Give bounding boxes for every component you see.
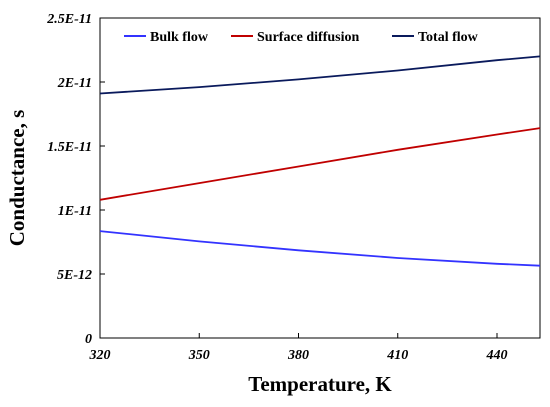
y-axis-title: Conductance, s — [5, 110, 29, 247]
y-tick-label: 0 — [85, 332, 92, 347]
x-tick-label: 380 — [287, 348, 309, 363]
plot-area — [99, 17, 541, 339]
legend: Bulk flow Surface diffusion Total flow — [124, 30, 479, 45]
y-tick-label: 1E-11 — [58, 204, 92, 219]
x-tick-label: 350 — [188, 348, 210, 363]
legend-label-bulk-flow: Bulk flow — [150, 30, 209, 45]
y-tick-label: 2.5E-11 — [46, 12, 92, 27]
x-axis-title: Temperature, K — [248, 372, 392, 396]
y-tick-label: 5E-12 — [57, 268, 92, 283]
series-line-total-flow — [99, 55, 541, 95]
legend-label-surface-diffusion: Surface diffusion — [257, 30, 360, 45]
y-tick-label: 2E-11 — [57, 76, 92, 91]
series-line-bulk-flow — [99, 230, 541, 267]
series-line-surface-diffusion — [99, 127, 541, 201]
y-tick-label: 1.5E-11 — [47, 140, 92, 155]
x-tick-label: 320 — [89, 348, 111, 363]
x-tick-label: 440 — [485, 348, 507, 363]
x-tick-label: 410 — [386, 348, 408, 363]
legend-label-total-flow: Total flow — [418, 30, 479, 45]
